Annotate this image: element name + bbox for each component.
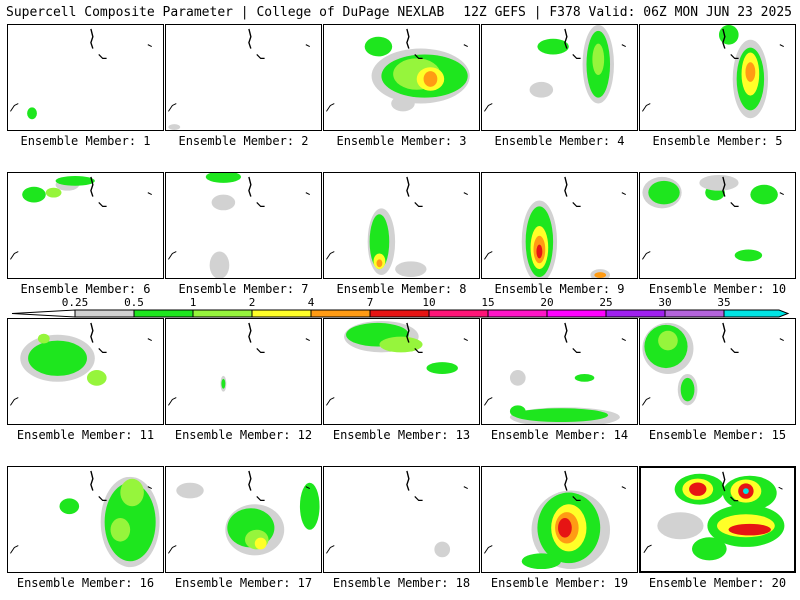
ensemble-member-label: Ensemble Member: 13 (332, 428, 471, 442)
colorbar-segment (487, 309, 548, 318)
scp-field-plot (10, 175, 152, 260)
ensemble-member-label: Ensemble Member: 19 (490, 576, 629, 590)
ensemble-member-label: Ensemble Member: 3 (336, 134, 467, 148)
colorbar-tick-label: 30 (658, 296, 672, 309)
ensemble-member-label: Ensemble Member: 20 (648, 576, 787, 590)
ensemble-member-map (7, 466, 164, 573)
ensemble-member-label: Ensemble Member: 7 (178, 282, 309, 296)
map-title: Supercell Composite Parameter | College … (6, 5, 445, 20)
ensemble-member-label: Ensemble Member: 8 (336, 282, 467, 296)
scp-field-plot (484, 322, 626, 424)
ensemble-member-label: Ensemble Member: 9 (494, 282, 625, 296)
ensemble-member-label: Ensemble Member: 15 (648, 428, 787, 442)
ensemble-member-map (481, 172, 638, 279)
scp-field-plot (484, 176, 626, 278)
scp-field-plot (326, 176, 468, 278)
colorbar-segment (605, 309, 666, 318)
ensemble-member-label: Ensemble Member: 1 (20, 134, 151, 148)
scp-field-plot (326, 470, 468, 558)
colorbar-tick-label: 7 (366, 296, 374, 309)
colorbar-segment (546, 309, 607, 318)
colorbar-tick-label: 2 (248, 296, 256, 309)
colorbar-segment (428, 309, 489, 318)
valid-time: 12Z GEFS | F378 Valid: 06Z MON JUN 23 20… (463, 5, 792, 20)
colorbar-segment (664, 309, 725, 318)
colorbar-left-arrow (11, 309, 76, 318)
ensemble-member-map (481, 466, 638, 573)
ensemble-member-map (165, 466, 322, 573)
ensemble-member-label: Ensemble Member: 2 (178, 134, 309, 148)
ensemble-member-label: Ensemble Member: 4 (494, 134, 625, 148)
scp-field-plot (642, 174, 784, 262)
colorbar-tick-label: 10 (422, 296, 436, 309)
ensemble-member-label: Ensemble Member: 18 (332, 576, 471, 590)
colorbar-tick-label: 35 (717, 296, 731, 309)
ensemble-member-map (7, 318, 164, 425)
scp-field-plot (168, 28, 310, 130)
colorbar-segment (723, 309, 790, 318)
ensemble-member-map (165, 172, 322, 279)
ensemble-member-map (481, 318, 638, 425)
scp-field-plot (10, 28, 152, 120)
ensemble-member-label: Ensemble Member: 12 (174, 428, 313, 442)
ensemble-member-map (7, 24, 164, 131)
colorbar-tick-label: 0.5 (124, 296, 144, 309)
scp-field-plot (168, 322, 310, 406)
colorbar (11, 309, 790, 318)
ensemble-member-label: Ensemble Member: 6 (20, 282, 151, 296)
scp-field-plot (10, 470, 160, 568)
ensemble-member-label: Ensemble Member: 17 (174, 576, 313, 590)
ensemble-member-map (165, 24, 322, 131)
scp-field-plot (642, 322, 784, 406)
ensemble-member-map (323, 318, 480, 425)
scp-field-plot (484, 25, 626, 112)
ensemble-member-label: Ensemble Member: 5 (652, 134, 783, 148)
scp-field-plot (168, 470, 320, 556)
ensemble-member-map (323, 466, 480, 573)
colorbar-segment (74, 309, 135, 318)
colorbar-segment (192, 309, 253, 318)
scp-field-plot (326, 28, 470, 112)
scp-field-plot (484, 470, 626, 570)
ensemble-member-map (481, 24, 638, 131)
scp-field-plot (326, 320, 468, 406)
ensemble-member-label: Ensemble Member: 16 (16, 576, 155, 590)
scp-field-plot (642, 25, 784, 119)
ensemble-member-label: Ensemble Member: 11 (16, 428, 155, 442)
ensemble-member-label: Ensemble Member: 10 (648, 282, 787, 296)
scp-field-plot (168, 173, 310, 278)
ensemble-member-map (639, 172, 796, 279)
colorbar-segment (251, 309, 312, 318)
ensemble-member-map (323, 24, 480, 131)
scp-field-plot (10, 322, 152, 406)
ensemble-member-map (639, 466, 796, 573)
colorbar-segment (133, 309, 194, 318)
ensemble-member-map (639, 318, 796, 425)
colorbar-segment (310, 309, 371, 318)
ensemble-member-label: Ensemble Member: 14 (490, 428, 629, 442)
scp-field-plot (643, 471, 785, 561)
colorbar-tick-label: 4 (307, 296, 315, 309)
ensemble-member-map (639, 24, 796, 131)
colorbar-tick-label: 25 (599, 296, 613, 309)
colorbar-tick-label: 15 (481, 296, 495, 309)
ensemble-member-map (165, 318, 322, 425)
colorbar-tick-label: 1 (189, 296, 197, 309)
colorbar-tick-label: 0.25 (61, 296, 89, 309)
ensemble-member-map (323, 172, 480, 279)
colorbar-tick-label: 20 (540, 296, 554, 309)
colorbar-segment (369, 309, 430, 318)
ensemble-member-map (7, 172, 164, 279)
